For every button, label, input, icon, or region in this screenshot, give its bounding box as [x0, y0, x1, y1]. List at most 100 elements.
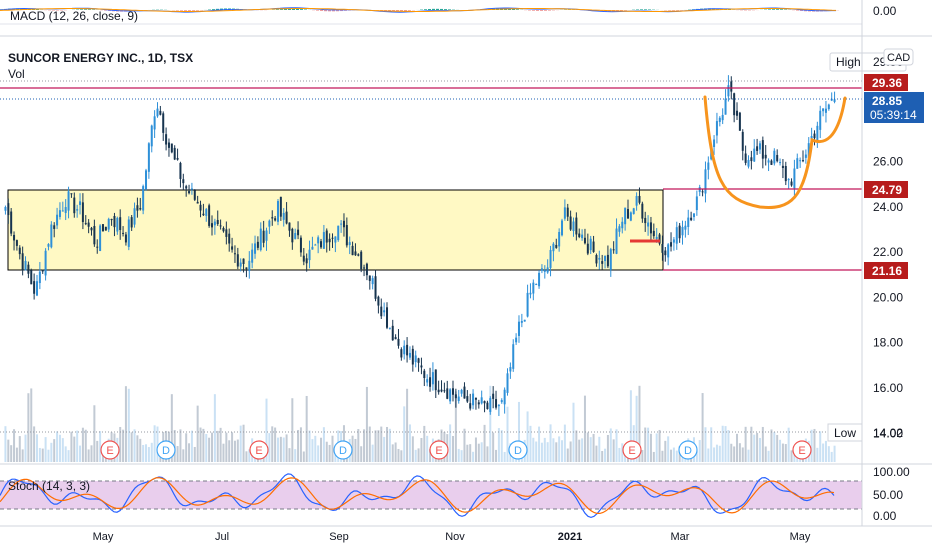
volume-bar	[477, 443, 480, 462]
volume-bar	[282, 437, 285, 462]
candle-body	[480, 397, 483, 404]
candle-body	[176, 157, 179, 160]
dividend-marker[interactable]	[333, 440, 353, 460]
dividend-marker[interactable]	[678, 440, 698, 460]
price-axis[interactable]: 26.00 24.00 22.00 20.00 18.00 16.00 14.00 High…	[827, 48, 924, 442]
candle-body	[515, 337, 518, 343]
candle-body	[750, 157, 753, 162]
volume-bar	[265, 398, 268, 462]
candle-body	[173, 147, 176, 160]
candle-body	[216, 219, 219, 225]
earnings-marker[interactable]	[622, 440, 642, 460]
candle-body	[440, 389, 443, 392]
volume-bar	[139, 438, 142, 462]
candle-body	[297, 229, 300, 236]
high-price-tag	[864, 74, 908, 91]
volume-bar	[242, 424, 245, 462]
earnings-marker[interactable]	[429, 440, 449, 460]
candle-body	[561, 220, 564, 236]
candle-body	[124, 234, 127, 243]
macd-hist-bar	[84, 9, 87, 10]
candle-body	[713, 139, 716, 147]
candle-body	[601, 261, 604, 264]
candle-body	[761, 140, 764, 159]
stoch-pane[interactable]: Stoch (14, 3, 3) 100.00 50.00 0.00	[0, 465, 910, 523]
candle-body	[764, 154, 767, 159]
candle-body	[638, 195, 641, 203]
cup-handle-drawing[interactable]	[703, 95, 847, 209]
support-price-tag	[864, 262, 908, 279]
candle-body	[406, 344, 409, 356]
earnings-marker[interactable]	[249, 440, 269, 460]
macd-hist-bar	[52, 10, 55, 11]
candle-body	[351, 245, 354, 256]
volume-bar	[549, 424, 552, 462]
volume-bar	[747, 449, 750, 462]
candle-body	[285, 211, 288, 224]
time-axis[interactable]: May Jul Sep Nov 2021 Mar May	[93, 531, 811, 543]
volume-bar	[208, 437, 211, 462]
candle-body	[130, 217, 133, 228]
candle-body	[165, 134, 168, 145]
candle-body	[403, 345, 406, 355]
dividend-marker[interactable]	[508, 440, 528, 460]
volume-bar	[558, 436, 561, 462]
candle-body	[374, 276, 377, 299]
time-tick-label: Nov	[445, 531, 465, 543]
candle-body	[517, 321, 520, 336]
volume-bar	[153, 425, 156, 462]
volume-bar	[480, 442, 483, 462]
candle-body	[213, 221, 216, 226]
volume-bar	[575, 430, 578, 462]
price-pane[interactable]: SUNCOR ENERGY INC., 1D, TSX Vol E D E D E D E D…	[0, 51, 862, 462]
macd-hist-bar	[300, 9, 303, 10]
candle-body	[819, 110, 822, 130]
candle-body	[248, 260, 251, 271]
dividend-marker[interactable]	[156, 440, 176, 460]
candle-body	[540, 268, 543, 271]
high-label: High	[836, 55, 861, 69]
candle-body	[282, 212, 285, 220]
volume-bar	[87, 449, 90, 462]
candle-body	[733, 93, 736, 116]
macd-hist-bar	[440, 8, 443, 10]
macd-hist-bar	[436, 8, 439, 10]
macd-hist-bar	[424, 9, 427, 10]
volume-bar	[216, 430, 219, 462]
earnings-marker[interactable]	[100, 440, 120, 460]
candle-body	[443, 390, 446, 392]
volume-bar	[586, 432, 589, 462]
volume-bar	[58, 434, 61, 462]
macd-hist-bar	[36, 9, 39, 10]
currency-button[interactable]	[883, 48, 914, 66]
volume-bar	[715, 444, 718, 462]
candle-body	[90, 227, 93, 231]
earnings-marker[interactable]	[792, 440, 812, 460]
volume-bar	[317, 445, 320, 462]
volume-bar	[182, 449, 185, 462]
volume-bar	[33, 426, 36, 462]
candle-body	[509, 367, 512, 372]
volume-bar	[581, 438, 584, 462]
candle-body	[67, 191, 70, 211]
candle-body	[629, 212, 632, 221]
candle-body	[460, 389, 463, 394]
candle-body	[334, 236, 337, 243]
volume-bar	[736, 433, 739, 462]
volume-bar	[822, 443, 825, 462]
candle-body	[784, 166, 787, 182]
time-tick-label: May	[790, 531, 811, 543]
volume-bar	[454, 391, 457, 462]
macd-hist-bar	[776, 9, 779, 10]
candle-body	[99, 225, 102, 251]
candle-body	[145, 170, 148, 190]
candle-body	[724, 98, 727, 115]
volume-bar	[127, 388, 130, 462]
volume-bar	[325, 441, 328, 462]
candle-body	[162, 113, 165, 133]
candle-body	[747, 159, 750, 167]
earnings-marker-label: E	[798, 445, 805, 457]
candle-body	[434, 369, 437, 391]
